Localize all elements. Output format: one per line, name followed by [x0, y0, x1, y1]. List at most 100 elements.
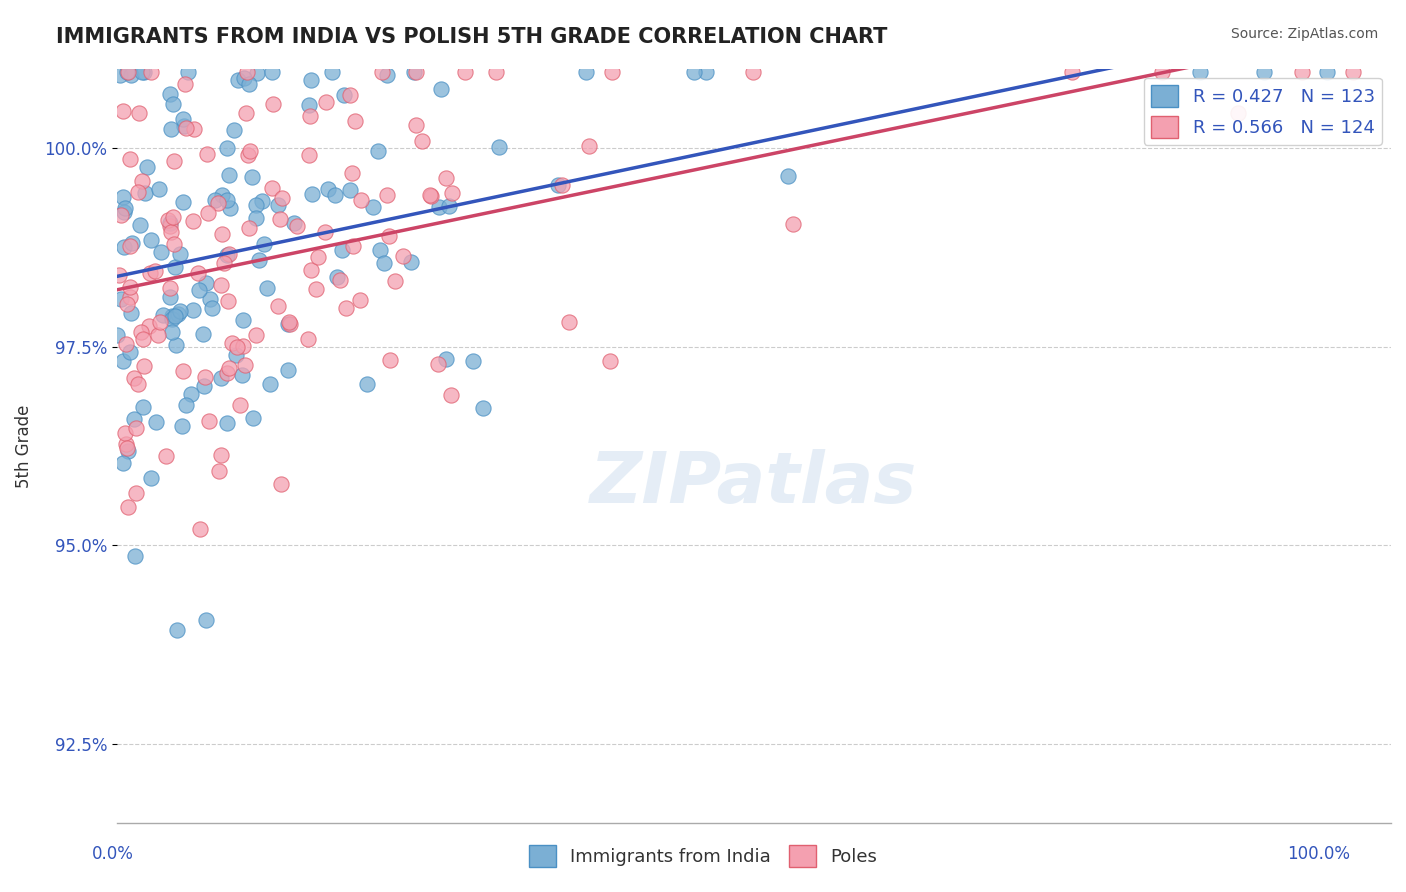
Point [238, 221, 260, 235]
Point [270, 477, 292, 491]
Point [160, 312, 183, 326]
Point [575, 65, 598, 79]
Point [155, 449, 177, 463]
Point [1341, 65, 1364, 79]
Point [127, 185, 149, 199]
Point [110, 293, 132, 307]
Point [217, 293, 239, 308]
Point [246, 65, 269, 79]
Point [150, 244, 173, 259]
Point [245, 328, 267, 343]
Point [304, 282, 326, 296]
Point [277, 315, 299, 329]
Text: ZIPatlas: ZIPatlas [591, 450, 918, 518]
Point [162, 97, 184, 112]
Point [156, 213, 179, 227]
Point [208, 464, 231, 478]
Point [232, 339, 254, 353]
Point [316, 182, 339, 196]
Point [343, 113, 366, 128]
Point [152, 308, 174, 322]
Text: 0.0%: 0.0% [91, 846, 134, 863]
Point [420, 189, 443, 203]
Point [350, 193, 373, 207]
Point [209, 371, 232, 385]
Point [551, 178, 574, 192]
Point [488, 140, 510, 154]
Point [117, 500, 139, 514]
Point [378, 228, 401, 243]
Point [180, 387, 202, 401]
Point [134, 186, 156, 200]
Point [218, 201, 240, 215]
Point [356, 377, 378, 392]
Point [440, 186, 463, 200]
Point [172, 364, 194, 378]
Point [402, 65, 425, 79]
Point [299, 72, 322, 87]
Point [695, 65, 717, 79]
Point [314, 226, 336, 240]
Point [173, 77, 195, 91]
Point [283, 215, 305, 229]
Point [307, 250, 329, 264]
Point [111, 104, 134, 119]
Point [172, 195, 194, 210]
Point [557, 315, 579, 329]
Point [600, 65, 623, 79]
Point [301, 186, 323, 201]
Point [236, 65, 259, 79]
Point [129, 219, 152, 233]
Point [132, 400, 155, 414]
Point [218, 168, 240, 182]
Point [599, 354, 621, 368]
Point [271, 190, 294, 204]
Point [198, 292, 221, 306]
Point [139, 266, 162, 280]
Point [194, 613, 217, 627]
Point [235, 105, 257, 120]
Text: Source: ZipAtlas.com: Source: ZipAtlas.com [1230, 27, 1378, 41]
Point [215, 194, 238, 208]
Point [778, 169, 800, 184]
Point [115, 65, 138, 79]
Point [373, 256, 395, 270]
Point [405, 118, 427, 132]
Point [226, 341, 249, 355]
Point [118, 344, 141, 359]
Point [221, 335, 243, 350]
Point [578, 139, 600, 153]
Point [332, 243, 354, 257]
Point [160, 225, 183, 239]
Point [125, 485, 148, 500]
Point [139, 471, 162, 485]
Point [162, 211, 184, 225]
Point [349, 293, 371, 307]
Point [371, 65, 394, 79]
Point [131, 65, 153, 79]
Point [187, 266, 209, 280]
Point [547, 178, 569, 192]
Point [193, 379, 215, 393]
Point [426, 357, 449, 371]
Point [231, 368, 253, 382]
Point [683, 65, 706, 79]
Point [108, 268, 131, 282]
Point [163, 237, 186, 252]
Point [115, 437, 138, 451]
Point [127, 376, 149, 391]
Point [375, 188, 398, 202]
Point [232, 313, 254, 327]
Point [165, 309, 187, 323]
Point [463, 354, 485, 368]
Point [195, 276, 218, 290]
Point [181, 302, 204, 317]
Point [117, 65, 139, 79]
Point [198, 414, 221, 428]
Point [209, 448, 232, 462]
Point [112, 240, 135, 254]
Point [321, 65, 343, 79]
Legend: Immigrants from India, Poles: Immigrants from India, Poles [522, 838, 884, 874]
Point [159, 281, 181, 295]
Point [285, 219, 308, 233]
